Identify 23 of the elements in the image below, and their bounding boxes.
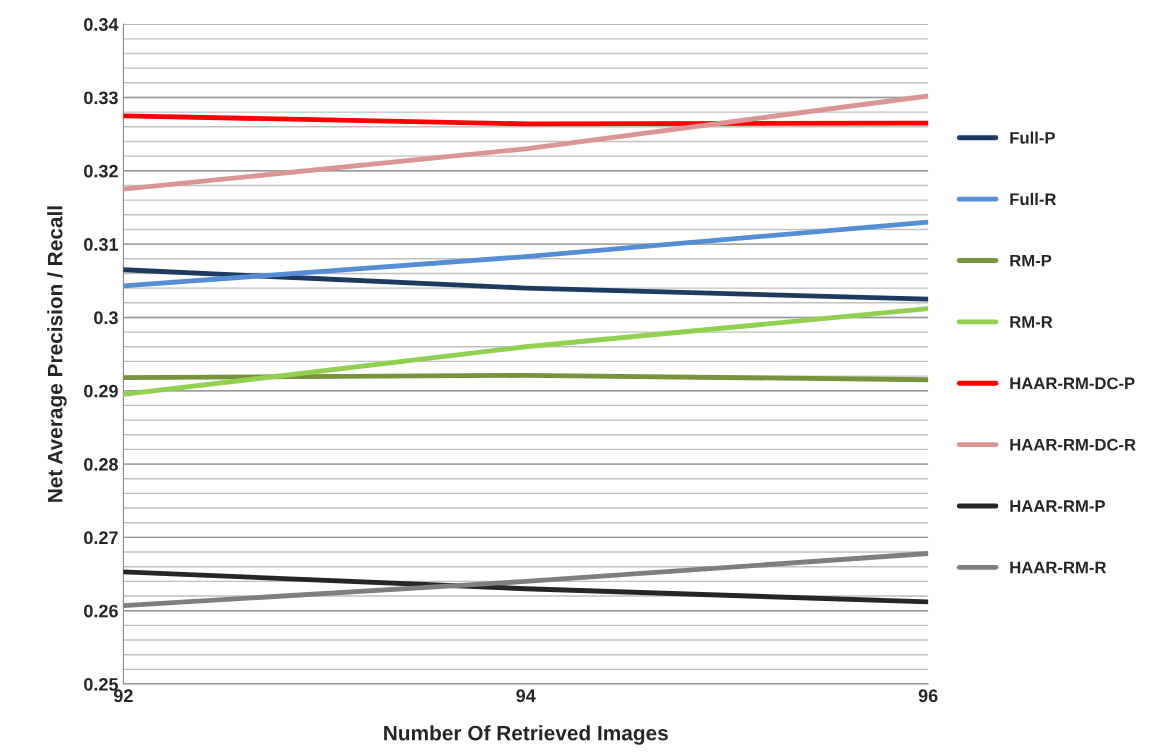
y-tick-label: 0.31 xyxy=(84,238,119,251)
y-tick-label: 0.32 xyxy=(84,164,118,178)
legend-label: HAAR-RM-P xyxy=(1010,500,1105,512)
x-tick-label: 92 xyxy=(113,689,133,703)
legend-label: HAAR-RM-R xyxy=(1010,561,1107,574)
y-tick-label: 0.26 xyxy=(84,604,118,618)
y-tick-label: 0.27 xyxy=(84,531,118,545)
y-tick-label: 0.3 xyxy=(94,311,118,325)
legend-label: HAAR-RM-DC-R xyxy=(1010,438,1136,451)
y-axis-title: Net Average Precision / Recall xyxy=(47,206,67,502)
y-tick-label: 0.34 xyxy=(84,18,119,31)
x-axis-title: Number Of Retrieved Images xyxy=(384,725,668,745)
y-tick-label: 0.33 xyxy=(84,91,118,105)
legend-label: RM-P xyxy=(1010,254,1052,267)
legend-label: Full-R xyxy=(1010,192,1057,206)
y-tick-label: 0.29 xyxy=(84,384,118,398)
legend-label: RM-R xyxy=(1010,316,1053,328)
x-tick-label: 96 xyxy=(918,689,938,703)
x-tick-label: 94 xyxy=(516,689,536,703)
legend-label: HAAR-RM-DC-P xyxy=(1010,377,1135,390)
y-tick-label: 0.28 xyxy=(84,458,118,471)
legend-label: Full-P xyxy=(1010,131,1055,144)
y-tick-label: 0.25 xyxy=(84,677,119,691)
